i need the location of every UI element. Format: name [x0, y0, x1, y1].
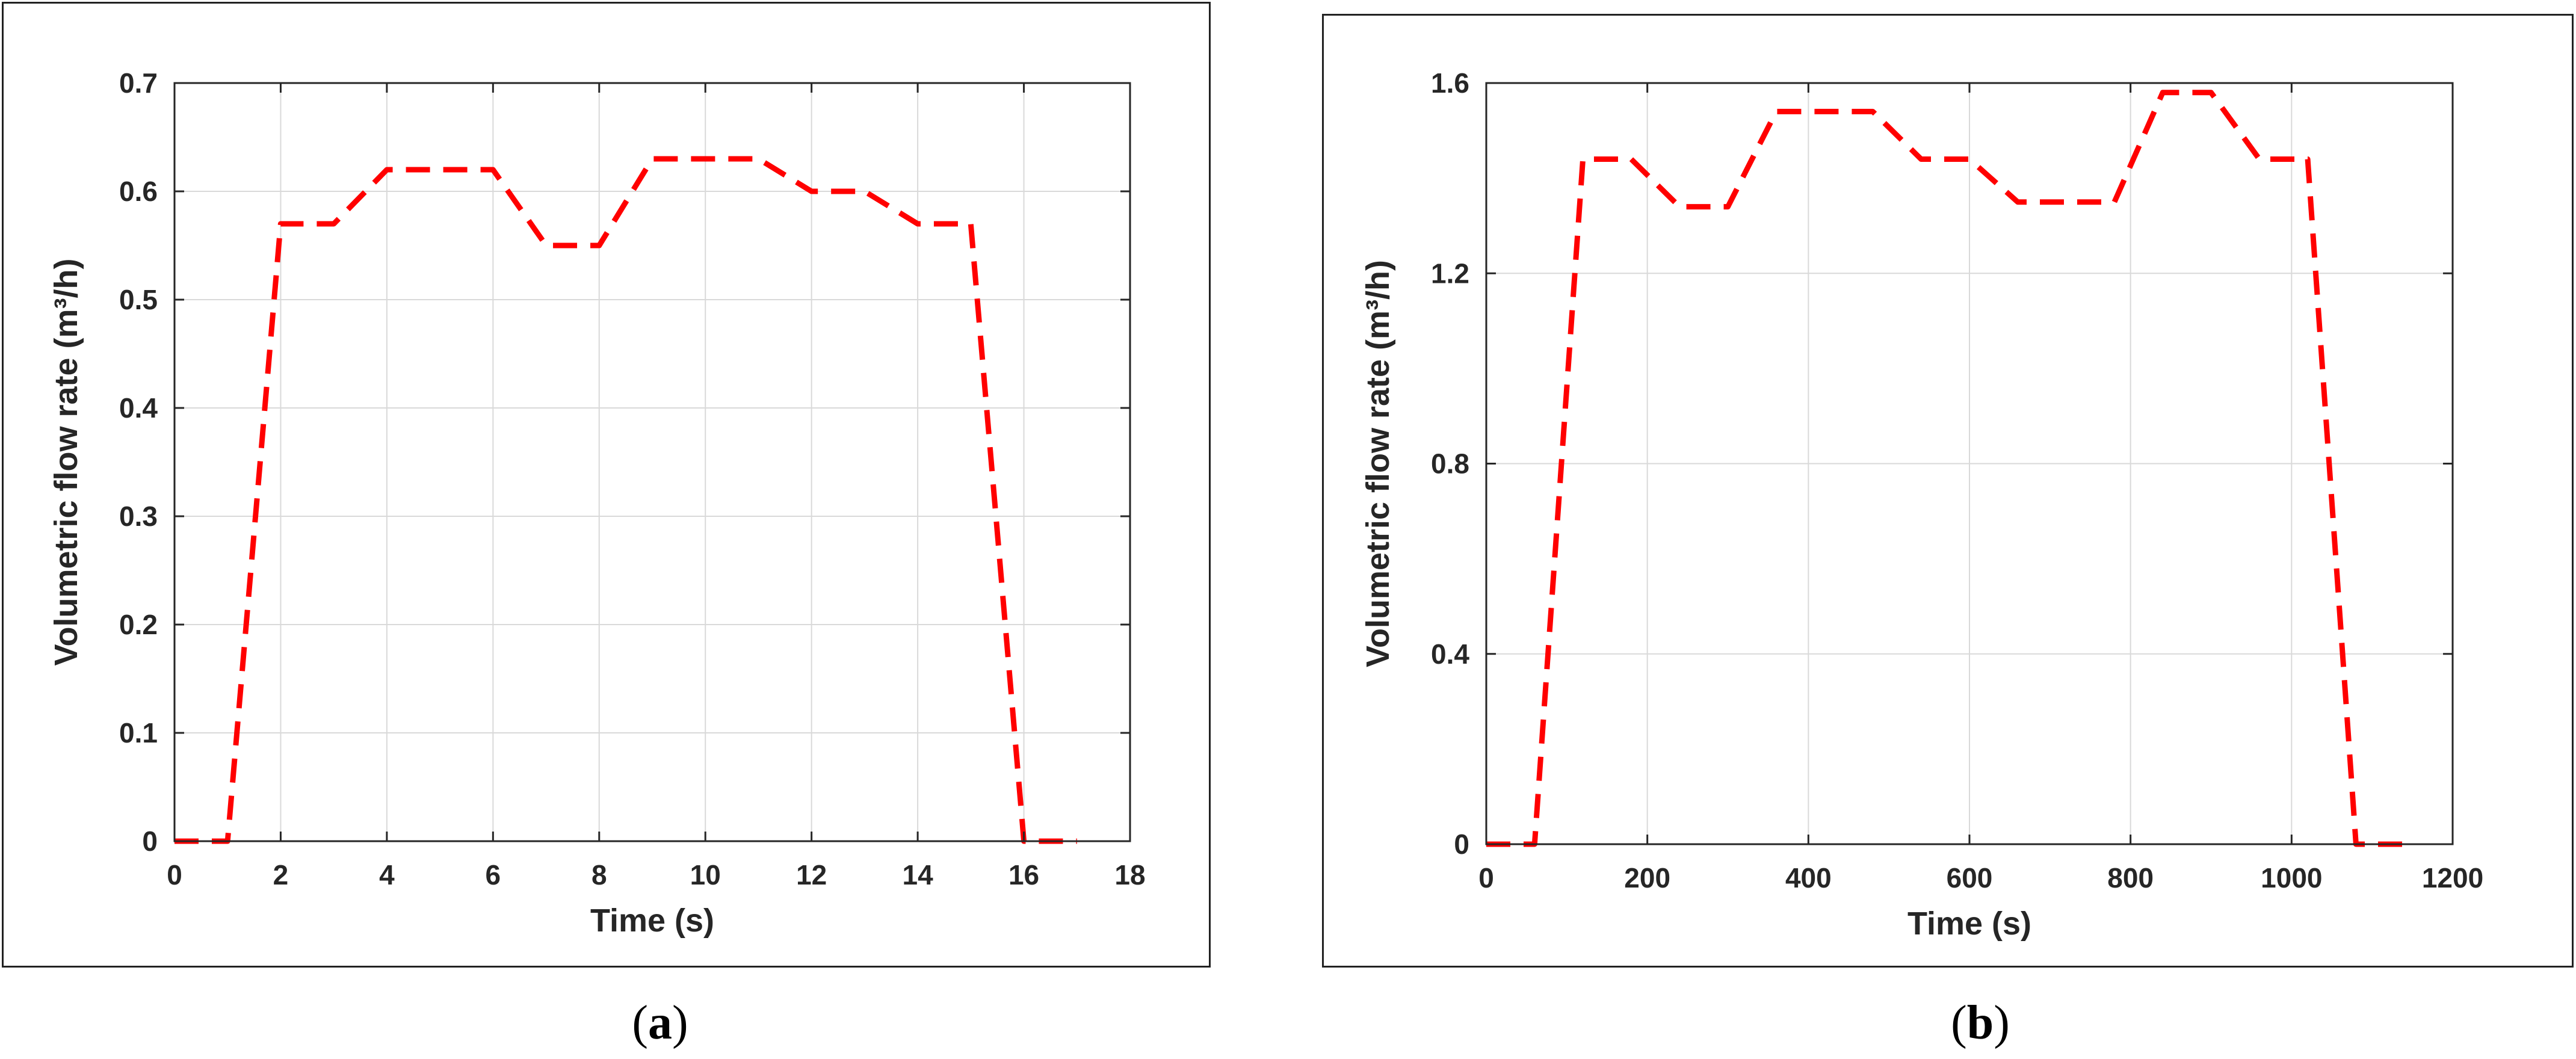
x-tick-label: 600 [1947, 862, 1993, 894]
y-tick-label: 0.6 [119, 176, 158, 207]
caption-b: (b) [1951, 996, 2010, 1049]
y-tick-label: 0.2 [119, 609, 158, 640]
y-axis-label: Volumetric flow rate (m³/h) [1360, 260, 1396, 667]
x-tick-label: 4 [379, 859, 395, 891]
x-tick-label: 8 [591, 859, 607, 891]
y-tick-label: 0 [142, 826, 158, 857]
y-axis-label: Volumetric flow rate (m³/h) [48, 258, 84, 665]
caption-a-letter: a [648, 996, 672, 1049]
x-tick-label: 1200 [2422, 862, 2483, 894]
y-tick-label: 0.8 [1431, 448, 1469, 480]
x-axis-label: Time (s) [1907, 906, 2031, 942]
x-tick-label: 0 [167, 859, 182, 891]
plot-area [175, 83, 1130, 841]
x-tick-label: 12 [796, 859, 827, 891]
x-tick-label: 0 [1478, 862, 1494, 894]
y-tick-label: 1.6 [1431, 67, 1469, 99]
x-tick-label: 18 [1114, 859, 1145, 891]
x-tick-label: 6 [486, 859, 501, 891]
caption-a: (a) [632, 996, 688, 1049]
x-tick-label: 400 [1785, 862, 1832, 894]
y-tick-label: 0.5 [119, 284, 158, 315]
chart-b: 0 200 400 600 800 1000 1200 0 0.4 0.8 1.2 1.6 Time (… [1360, 67, 2483, 942]
y-tick-label: 0.4 [1431, 638, 1469, 670]
x-tick-label: 800 [2107, 862, 2154, 894]
x-tick-label: 10 [690, 859, 721, 891]
x-tick-label: 200 [1624, 862, 1670, 894]
x-tick-label: 16 [1008, 859, 1039, 891]
y-tick-label: 1.2 [1431, 258, 1469, 289]
y-tick-label: 0.4 [119, 392, 158, 424]
chart-a: 0 2 4 6 8 10 12 14 16 18 0 0.1 0.2 0.3 0.4 0.5 0.6 0.7 Tim… [48, 67, 1146, 939]
x-tick-label: 14 [903, 859, 934, 891]
x-axis-label: Time (s) [590, 903, 714, 939]
series-line [1486, 90, 2405, 847]
y-tick-label: 0.7 [119, 67, 158, 99]
caption-b-letter: b [1966, 996, 1994, 1049]
y-tick-label: 0.1 [119, 717, 158, 749]
y-tick-label: 0.3 [119, 501, 158, 532]
series-line [175, 156, 1077, 844]
y-tick-label: 0 [1454, 829, 1469, 860]
x-tick-label: 2 [273, 859, 289, 891]
x-tick-label: 1000 [2261, 862, 2322, 894]
axes-box [173, 82, 1131, 842]
